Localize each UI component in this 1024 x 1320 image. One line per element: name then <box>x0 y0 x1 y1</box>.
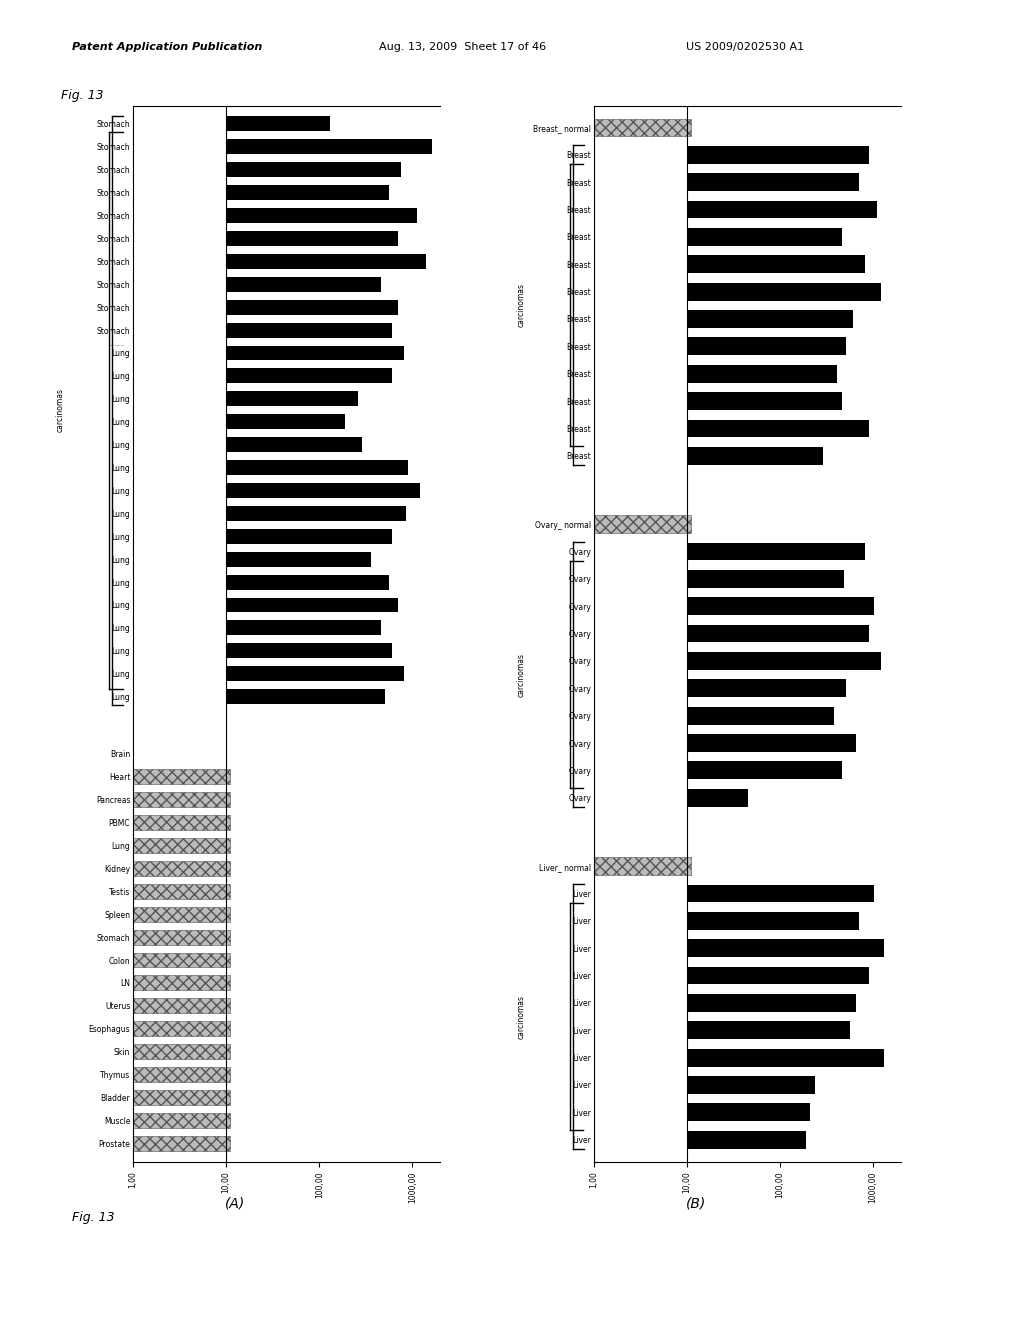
Bar <box>133 884 230 899</box>
Bar <box>226 162 401 177</box>
Bar <box>133 1044 230 1059</box>
Text: US 2009/0202530 A1: US 2009/0202530 A1 <box>686 42 804 53</box>
Bar <box>133 792 230 807</box>
Bar <box>687 912 859 929</box>
Bar <box>687 1104 810 1121</box>
Bar <box>226 322 392 338</box>
Bar <box>133 929 230 945</box>
Bar <box>133 838 230 853</box>
Bar <box>687 762 842 779</box>
Bar <box>687 966 869 985</box>
Bar <box>226 277 381 292</box>
Bar <box>226 300 398 314</box>
Bar <box>687 447 823 465</box>
Text: Aug. 13, 2009  Sheet 17 of 46: Aug. 13, 2009 Sheet 17 of 46 <box>379 42 546 53</box>
Bar <box>687 884 873 903</box>
Bar <box>687 570 844 587</box>
Bar <box>687 789 748 807</box>
Bar <box>133 1113 230 1127</box>
Bar <box>226 391 357 407</box>
Bar <box>133 975 230 990</box>
Bar <box>687 310 853 327</box>
Bar <box>687 994 856 1012</box>
Bar <box>226 598 398 612</box>
Bar <box>687 1131 806 1148</box>
Bar <box>133 770 230 784</box>
Bar <box>594 119 691 136</box>
Bar <box>226 346 403 360</box>
Bar <box>133 816 230 830</box>
Bar <box>133 1022 230 1036</box>
Bar <box>687 255 864 273</box>
Bar <box>226 620 381 635</box>
Text: Fig. 13: Fig. 13 <box>61 88 104 102</box>
Bar <box>687 173 859 191</box>
Bar <box>226 667 403 681</box>
Bar <box>226 414 345 429</box>
Text: (B): (B) <box>686 1197 707 1210</box>
Text: carcinomas: carcinomas <box>55 388 65 432</box>
Bar <box>687 228 842 246</box>
Bar <box>226 253 426 269</box>
Bar <box>133 998 230 1014</box>
Bar <box>687 147 869 164</box>
Bar <box>687 392 842 411</box>
Text: carcinomas: carcinomas <box>516 284 525 327</box>
Bar <box>687 201 878 218</box>
Bar <box>133 1135 230 1151</box>
Bar <box>226 552 371 566</box>
Bar <box>133 1067 230 1082</box>
Bar <box>226 574 389 590</box>
Bar <box>226 461 409 475</box>
Bar <box>687 680 846 697</box>
Bar <box>226 483 420 498</box>
Bar <box>226 529 392 544</box>
Bar <box>133 1090 230 1105</box>
Bar <box>687 338 846 355</box>
Bar <box>133 907 230 921</box>
Bar <box>687 420 869 437</box>
Text: carcinomas: carcinomas <box>516 652 525 697</box>
Bar <box>226 437 362 451</box>
Text: Fig. 13: Fig. 13 <box>72 1210 115 1224</box>
Text: (A): (A) <box>225 1197 246 1210</box>
Bar <box>226 185 389 201</box>
Bar <box>226 689 385 704</box>
Bar <box>226 231 398 246</box>
Bar <box>687 734 856 752</box>
Text: carcinomas: carcinomas <box>516 994 525 1039</box>
Bar <box>226 506 407 521</box>
Bar <box>687 1022 850 1039</box>
Bar <box>687 364 837 383</box>
Bar <box>687 940 884 957</box>
Bar <box>226 643 392 659</box>
Bar <box>687 1049 884 1067</box>
Bar <box>133 861 230 876</box>
Bar <box>687 652 881 669</box>
Bar <box>687 1076 815 1094</box>
Bar <box>226 209 417 223</box>
Bar <box>226 116 330 132</box>
Bar <box>687 706 834 725</box>
Bar <box>687 543 864 561</box>
Bar <box>687 598 873 615</box>
Bar <box>226 140 431 154</box>
Bar <box>687 624 869 643</box>
Bar <box>594 857 691 875</box>
Bar <box>133 953 230 968</box>
Bar <box>687 282 881 301</box>
Bar <box>226 368 392 383</box>
Text: Patent Application Publication: Patent Application Publication <box>72 42 262 53</box>
Bar <box>594 515 691 533</box>
